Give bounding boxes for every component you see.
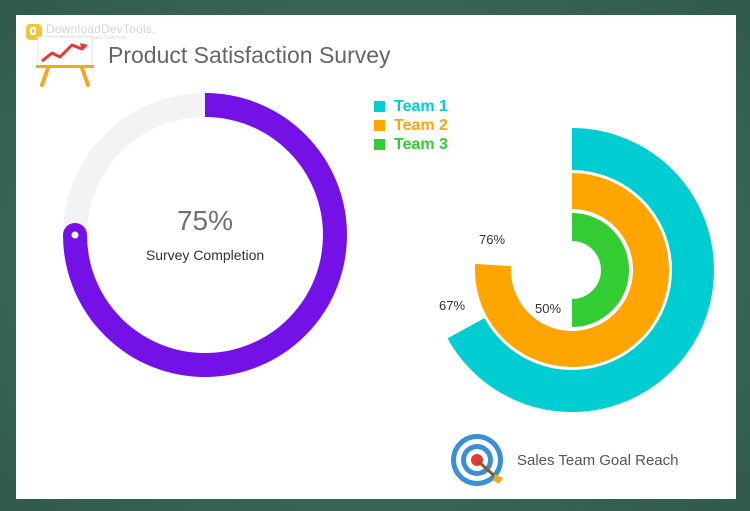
header: Product Satisfaction Survey bbox=[36, 35, 391, 87]
radial-bar-team-2 bbox=[475, 173, 669, 367]
legend-label-team-3: Team 3 bbox=[394, 135, 448, 153]
watermark-logo-icon bbox=[26, 24, 42, 40]
radial-bar-team-1 bbox=[447, 128, 714, 412]
presentation-chart-icon bbox=[36, 36, 94, 87]
legend: Team 1 Team 2 Team 3 bbox=[374, 97, 448, 154]
team-goal-radial-chart: 67% 76% 50% bbox=[439, 128, 714, 412]
legend-label-team-1: Team 1 bbox=[394, 97, 448, 115]
goal-footer: Sales Team Goal Reach bbox=[449, 432, 678, 488]
data-label-team-2: 76% bbox=[479, 232, 505, 247]
data-label-team-1: 67% bbox=[439, 298, 465, 313]
completion-arc bbox=[63, 93, 347, 377]
data-label-team-3: 50% bbox=[535, 301, 561, 316]
legend-item-team-3: Team 3 bbox=[374, 135, 448, 154]
legend-item-team-2: Team 2 bbox=[374, 116, 448, 135]
goal-label: Sales Team Goal Reach bbox=[517, 451, 679, 469]
page-title: Product Satisfaction Survey bbox=[108, 41, 391, 68]
legend-swatch-team-1 bbox=[374, 101, 385, 112]
survey-completion-chart bbox=[63, 93, 347, 377]
legend-swatch-team-2 bbox=[374, 120, 385, 131]
watermark-text: DownloadDevTools. bbox=[46, 22, 156, 36]
legend-label-team-2: Team 2 bbox=[394, 116, 448, 134]
target-icon bbox=[451, 434, 503, 486]
completion-percent: 75% bbox=[176, 205, 234, 236]
legend-swatch-team-3 bbox=[374, 139, 385, 150]
completion-end-marker bbox=[71, 231, 79, 239]
radial-bar-team-3 bbox=[571, 213, 629, 327]
completion-label: Survey Completion bbox=[145, 247, 265, 263]
legend-item-team-1: Team 1 bbox=[374, 97, 448, 116]
